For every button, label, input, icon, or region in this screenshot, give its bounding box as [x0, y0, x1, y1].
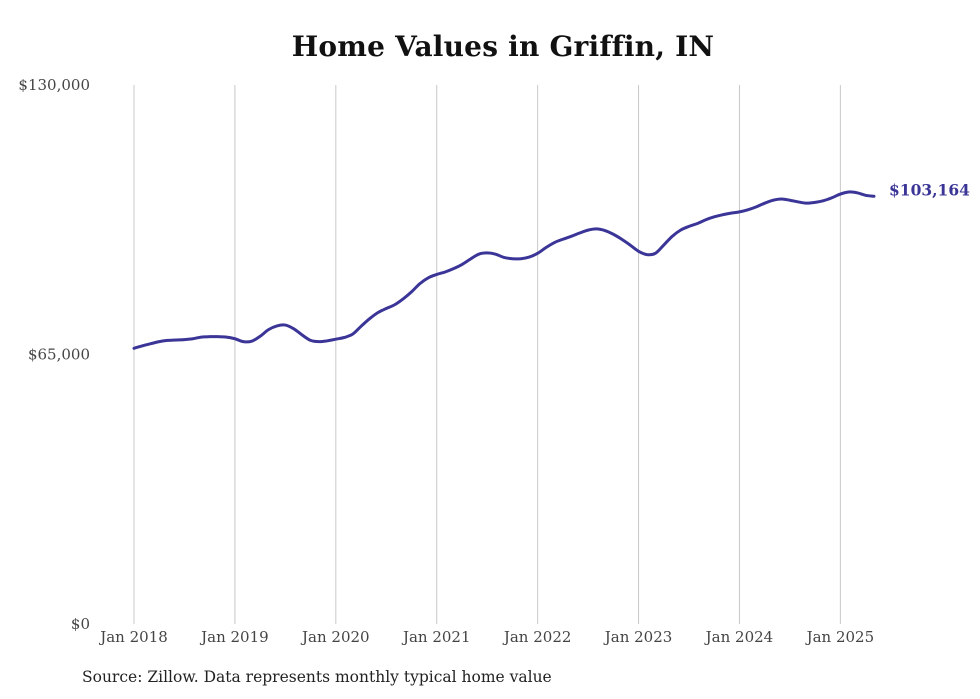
series-layer: $103,164 [132, 180, 970, 350]
x-tick-label: Jan 2019 [199, 628, 269, 646]
y-tick-label: $130,000 [18, 76, 90, 94]
x-tick-label: Jan 2022 [502, 628, 572, 646]
line-chart: $0$65,000$130,000 Jan 2018 Jan 2019 Jan 20… [18, 76, 970, 646]
x-axis-ticks: Jan 2018 Jan 2019 Jan 2020 Jan 2021 Jan 2022… [98, 628, 874, 646]
x-tick-label: Jan 2018 [98, 628, 168, 646]
y-axis-ticks: $0 $65,000 $130,000 [18, 76, 90, 633]
end-value-label: $103,164 [889, 180, 970, 199]
gridlines [133, 85, 841, 624]
source-note: Source: Zillow. Data represents monthly … [82, 668, 552, 686]
x-tick-label: Jan 2025 [805, 628, 875, 646]
y-tick-label: $65,000 [28, 346, 90, 364]
chart-title: Home Values in Griffin, IN [291, 30, 715, 63]
x-tick-label: Jan 2023 [603, 628, 673, 646]
x-tick-label: Jan 2021 [401, 628, 471, 646]
x-tick-label: Jan 2020 [300, 628, 370, 646]
series-line-0 [132, 190, 876, 350]
y-tick-label: $0 [71, 615, 90, 633]
x-tick-label: Jan 2024 [704, 628, 774, 646]
